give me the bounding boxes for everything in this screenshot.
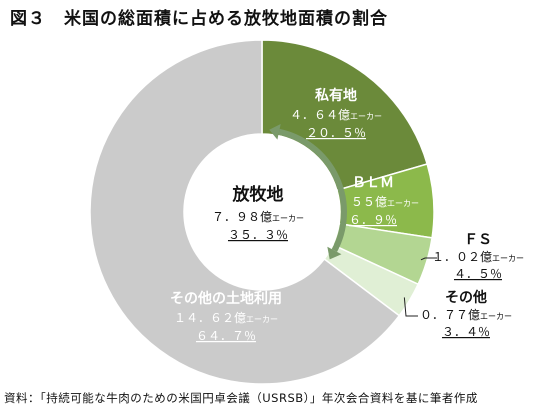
slice-value: ４．６４億エーカー [290,108,382,122]
leader-line [420,257,437,261]
slice-label-4: その他の土地利用 １４．６２億エーカー ６４．７％ [170,290,282,343]
slice-percent: ４．５％ [454,267,502,281]
slice-label-3: その他 ０．７７億エーカー ３．４％ [420,289,512,339]
slice-name: 私有地 [315,87,357,104]
slice-percent: ６．９％ [349,213,397,227]
center-title: 放牧地 [232,184,284,205]
slice-4 [89,39,401,385]
center-value: ７．９８億エーカー [212,210,304,224]
slice-name: ＦＳ [464,232,492,248]
center-percent: ３５．３％ [228,228,288,242]
slice-value: ０．７７億エーカー [420,308,512,322]
slice-label-2: ＦＳ １．０２億エーカー ４．５％ [432,232,524,281]
arrow-head-icon [269,123,281,140]
slice-percent: ６４．７％ [196,329,256,343]
slice-name: その他 [445,289,487,306]
leader-line [403,297,418,317]
slice-name: その他の土地利用 [170,290,282,307]
source-note: 資料：「持続可能な牛肉のための米国円卓会議（USRSB）」年次会合資料を基に筆者… [4,391,478,405]
arrow-head-icon [327,246,342,260]
slice-value: １４．６２億エーカー [174,311,278,325]
grazing-range-arrow [278,128,347,252]
center-label: 放牧地 ７．９８億エーカー ３５．３％ [212,184,304,242]
slice-percent: ２０．５％ [306,126,366,140]
slice-percent: ３．４％ [442,325,490,339]
slice-label-0: 私有地 ４．６４億エーカー ２０．５％ [290,87,382,140]
slice-name: ＢＬＭ [352,175,394,191]
chart-title: 図３ 米国の総面積に占める放牧地面積の割合 [10,9,388,29]
slice-0 [261,39,429,192]
slice-value: １．０２億エーカー [432,250,524,264]
